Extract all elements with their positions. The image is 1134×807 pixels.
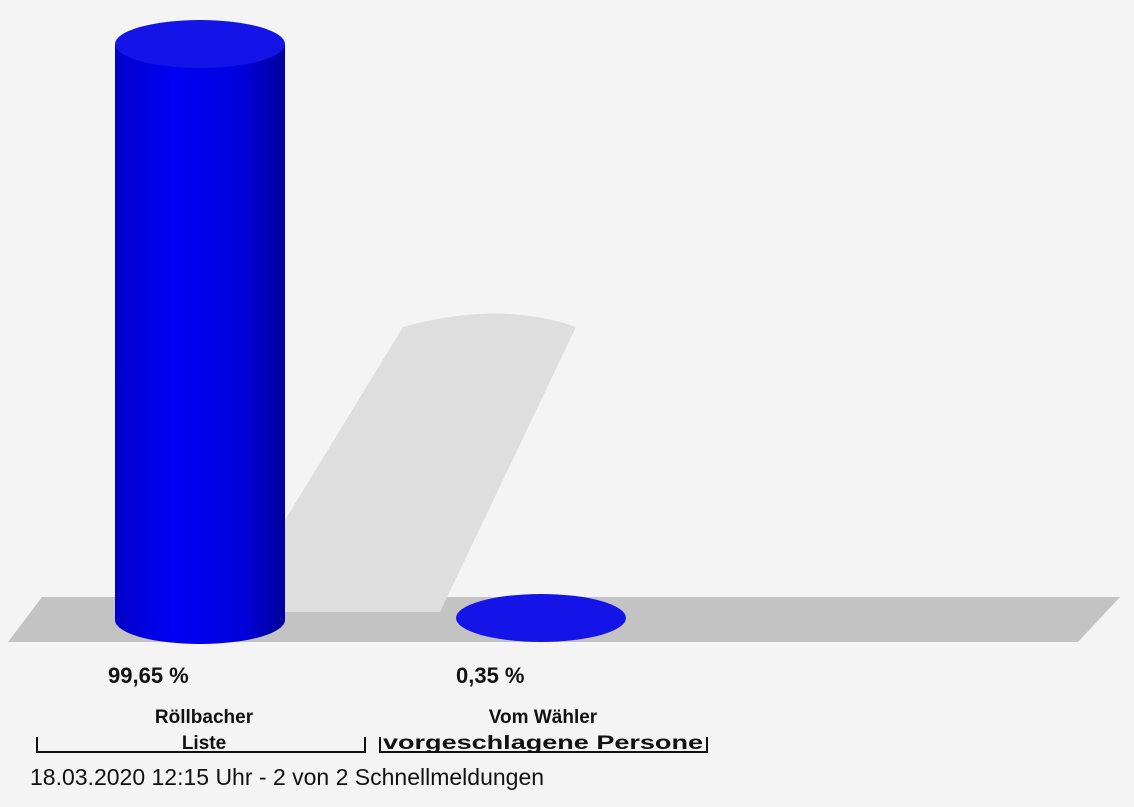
category-label-vom-waehler-line2: vorgeschlagene Persone xyxy=(383,733,703,754)
bar-shadow xyxy=(285,313,576,612)
bar-roellbacher-liste xyxy=(115,20,285,644)
value-label-roellbacher-liste: 99,65 % xyxy=(108,663,189,688)
bar-roellbacher-liste-body xyxy=(115,44,285,644)
footer-status: 18.03.2020 12:15 Uhr - 2 von 2 Schnellme… xyxy=(30,764,545,790)
category-bracket-roellbacher-liste xyxy=(36,737,366,753)
category-label-vom-waehler-line1: Vom Wähler xyxy=(489,707,598,728)
category-bracket-vom-waehler xyxy=(379,737,708,753)
value-label-vom-waehler: 0,35 % xyxy=(456,663,525,688)
bar-vom-waehler-top xyxy=(456,593,626,642)
category-label-roellbacher-liste-line1: Röllbacher xyxy=(155,707,254,728)
category-label-roellbacher-liste-line2: Liste xyxy=(182,733,226,754)
bar-roellbacher-liste-top xyxy=(115,20,285,69)
bar-vom-waehler xyxy=(456,593,626,642)
